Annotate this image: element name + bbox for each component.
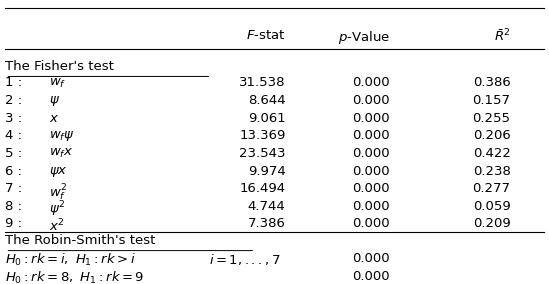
Text: 0.000: 0.000: [352, 218, 390, 230]
Text: 0.000: 0.000: [352, 164, 390, 178]
Text: The Robin-Smith's test: The Robin-Smith's test: [5, 234, 156, 247]
Text: $w_fx$: $w_fx$: [49, 147, 74, 160]
Text: 23.543: 23.543: [239, 147, 285, 160]
Text: 3 :: 3 :: [5, 112, 23, 125]
Text: $w_f^2$: $w_f^2$: [49, 182, 68, 202]
Text: 16.494: 16.494: [239, 182, 285, 195]
Text: 0.209: 0.209: [473, 218, 511, 230]
Text: 0.206: 0.206: [473, 129, 511, 142]
Text: 0.277: 0.277: [473, 182, 511, 195]
Text: 0.386: 0.386: [473, 76, 511, 89]
Text: 4.744: 4.744: [248, 200, 285, 213]
Text: 31.538: 31.538: [239, 76, 285, 89]
Text: 6 :: 6 :: [5, 164, 23, 178]
Text: 0.000: 0.000: [352, 182, 390, 195]
Text: 8.644: 8.644: [248, 94, 285, 107]
Text: 0.000: 0.000: [352, 252, 390, 265]
Text: 0.059: 0.059: [473, 200, 511, 213]
Text: 9.061: 9.061: [248, 112, 285, 125]
Text: $\psi x$: $\psi x$: [49, 164, 68, 179]
Text: $\psi$: $\psi$: [49, 94, 60, 108]
Text: $i=1,...,7$: $i=1,...,7$: [209, 252, 281, 267]
Text: 13.369: 13.369: [239, 129, 285, 142]
Text: $p$-Value: $p$-Value: [338, 28, 390, 45]
Text: 7.386: 7.386: [248, 218, 285, 230]
Text: 7 :: 7 :: [5, 182, 23, 195]
Text: 8 :: 8 :: [5, 200, 23, 213]
Text: 2 :: 2 :: [5, 94, 23, 107]
Text: 0.000: 0.000: [352, 94, 390, 107]
Text: 0.000: 0.000: [352, 270, 390, 283]
Text: 1 :: 1 :: [5, 76, 23, 89]
Text: $H_0: rk=8,\ H_1: rk=9$: $H_0: rk=8,\ H_1: rk=9$: [5, 270, 145, 284]
Text: 0.238: 0.238: [473, 164, 511, 178]
Text: $\bar{R}^2$: $\bar{R}^2$: [494, 28, 511, 45]
Text: 9.974: 9.974: [248, 164, 285, 178]
Text: $F$-stat: $F$-stat: [246, 28, 285, 41]
Text: $w_f\psi$: $w_f\psi$: [49, 129, 75, 143]
Text: 4 :: 4 :: [5, 129, 23, 142]
Text: $x$: $x$: [49, 112, 60, 125]
Text: The Fisher's test: The Fisher's test: [5, 60, 114, 73]
Text: 0.422: 0.422: [473, 147, 511, 160]
Text: 0.000: 0.000: [352, 112, 390, 125]
Text: 0.000: 0.000: [352, 147, 390, 160]
Text: $w_f$: $w_f$: [49, 76, 66, 89]
Text: $x^2$: $x^2$: [49, 218, 65, 234]
Text: 5 :: 5 :: [5, 147, 23, 160]
Text: $\psi^2$: $\psi^2$: [49, 200, 66, 220]
Text: 0.255: 0.255: [473, 112, 511, 125]
Text: 0.000: 0.000: [352, 129, 390, 142]
Text: 0.000: 0.000: [352, 76, 390, 89]
Text: 9 :: 9 :: [5, 218, 23, 230]
Text: $H_0: rk=i,\ H_1: rk>i$: $H_0: rk=i,\ H_1: rk>i$: [5, 252, 136, 268]
Text: 0.157: 0.157: [473, 94, 511, 107]
Text: 0.000: 0.000: [352, 200, 390, 213]
